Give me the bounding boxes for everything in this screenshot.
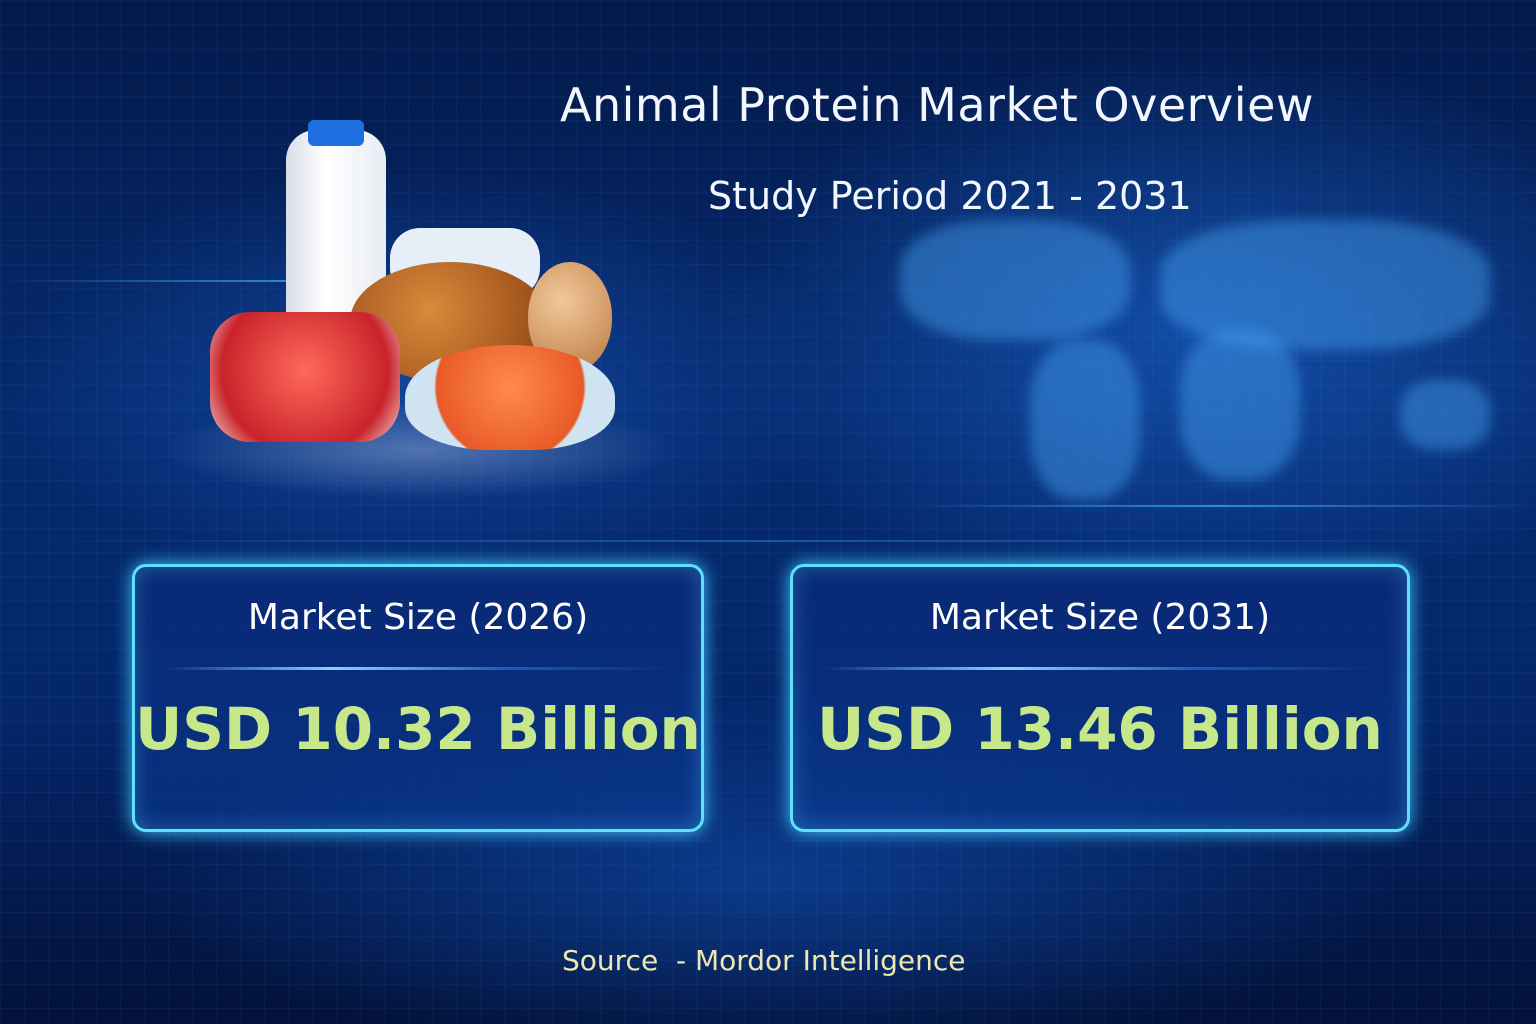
source-credit: Source - Mordor Intelligence [562, 944, 966, 977]
circuit-line [0, 540, 1536, 542]
circuit-line [900, 505, 1536, 507]
market-size-card-2026: Market Size (2026) USD 10.32 Billion [132, 564, 704, 832]
card-label: Market Size (2026) [247, 597, 589, 638]
study-period: Study Period 2021 - 2031 [708, 174, 1192, 218]
page-title: Animal Protein Market Overview [560, 78, 1314, 132]
divider [165, 667, 671, 670]
market-size-card-2031: Market Size (2031) USD 13.46 Billion [790, 564, 1410, 832]
divider [823, 667, 1377, 670]
raw-beef [210, 312, 400, 442]
salmon-steak [405, 345, 615, 450]
card-value: USD 13.46 Billion [817, 695, 1383, 763]
card-label: Market Size (2031) [929, 597, 1271, 638]
card-value: USD 10.32 Billion [135, 695, 701, 763]
